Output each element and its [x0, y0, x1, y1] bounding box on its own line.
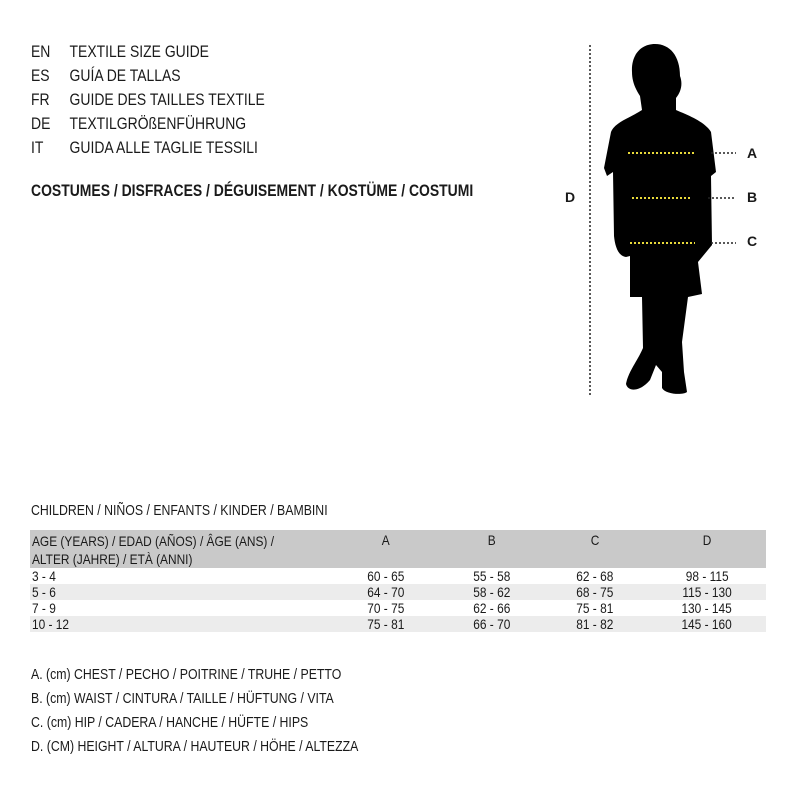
age-header-line2: ALTER (JAHRE) / ETÀ (ANNI) [32, 551, 193, 567]
cell-b: 62 - 66 [473, 600, 511, 616]
age-header: AGE (YEARS) / EDAD (AÑOS) / ÂGE (ANS) / A… [30, 530, 330, 568]
legend-item-height: D. (CM) HEIGHT / ALTURA / HAUTEUR / HÖHE… [31, 738, 359, 755]
language-row-en: EN TEXTILE SIZE GUIDE [31, 40, 265, 64]
header-b: B [442, 530, 542, 568]
header-a: A [330, 530, 442, 568]
legend-item-hip: C. (cm) HIP / CADERA / HANCHE / HÜFTE / … [31, 714, 309, 731]
language-code: FR [31, 90, 50, 109]
cell-c: 68 - 75 [542, 584, 648, 600]
table-row: 5 - 6 64 - 70 58 - 62 68 - 75 115 - 130 [30, 584, 766, 600]
table-header-row: AGE (YEARS) / EDAD (AÑOS) / ÂGE (ANS) / A… [30, 530, 766, 568]
cell-d: 145 - 160 [648, 616, 766, 632]
header-d: D [648, 530, 766, 568]
cell-c: 62 - 68 [576, 568, 614, 584]
label-b: B [747, 189, 758, 205]
section-title: CHILDREN / NIÑOS / ENFANTS / KINDER / BA… [31, 502, 328, 519]
language-code: IT [31, 138, 44, 157]
language-row-fr: FR GUIDE DES TAILLES TEXTILE [31, 88, 265, 112]
cell-c: 81 - 82 [542, 616, 648, 632]
language-code: ES [31, 66, 50, 85]
language-row-de: DE TEXTILGRÖßENFÜHRUNG [31, 112, 265, 136]
language-title: GUIDA ALLE TAGLIE TESSILI [69, 138, 258, 157]
cell-d: 98 - 115 [685, 568, 729, 584]
cell-a: 75 - 81 [330, 616, 442, 632]
header-c: C [542, 530, 648, 568]
language-code: EN [31, 42, 51, 61]
child-measurement-figure [589, 44, 736, 395]
cell-b: 58 - 62 [442, 584, 542, 600]
child-silhouette [604, 44, 716, 394]
measurement-legend: A. (cm) CHEST / PECHO / POITRINE / TRUHE… [31, 663, 358, 759]
language-code: DE [31, 114, 51, 133]
cell-d: 130 - 145 [681, 600, 733, 616]
category-title: COSTUMES / DISFRACES / DÉGUISEMENT / KOS… [31, 181, 474, 200]
cell-a: 70 - 75 [367, 600, 405, 616]
label-a: A [747, 145, 758, 161]
cell-a: 64 - 70 [330, 584, 442, 600]
table-row: 10 - 12 75 - 81 66 - 70 81 - 82 145 - 16… [30, 616, 766, 632]
language-row-it: IT GUIDA ALLE TAGLIE TESSILI [31, 136, 265, 160]
cell-age: 5 - 6 [30, 584, 330, 600]
cell-c: 75 - 81 [576, 600, 614, 616]
cell-age: 3 - 4 [32, 568, 56, 584]
language-title: GUIDE DES TAILLES TEXTILE [69, 90, 265, 109]
cell-d: 115 - 130 [648, 584, 766, 600]
legend-item-chest: A. (cm) CHEST / PECHO / POITRINE / TRUHE… [31, 666, 342, 683]
size-table: AGE (YEARS) / EDAD (AÑOS) / ÂGE (ANS) / A… [30, 530, 766, 632]
table-row: 7 - 9 70 - 75 62 - 66 75 - 81 130 - 145 [30, 600, 766, 616]
cell-b: 55 - 58 [473, 568, 511, 584]
language-title: TEXTILGRÖßENFÜHRUNG [69, 114, 247, 133]
label-d: D [565, 189, 576, 205]
language-row-es: ES GUÍA DE TALLAS [31, 64, 265, 88]
label-c: C [747, 233, 758, 249]
language-titles: EN TEXTILE SIZE GUIDE ES GUÍA DE TALLAS FR… [31, 40, 265, 160]
cell-a: 60 - 65 [367, 568, 405, 584]
language-title: GUÍA DE TALLAS [69, 66, 181, 85]
cell-b: 66 - 70 [442, 616, 542, 632]
cell-age: 10 - 12 [30, 616, 330, 632]
language-title: TEXTILE SIZE GUIDE [69, 42, 209, 61]
cell-age: 7 - 9 [32, 600, 56, 616]
table-row: 3 - 4 60 - 65 55 - 58 62 - 68 98 - 115 [30, 568, 766, 584]
legend-item-waist: B. (cm) WAIST / CINTURA / TAILLE / HÜFTU… [31, 690, 334, 707]
age-header-line1: AGE (YEARS) / EDAD (AÑOS) / ÂGE (ANS) / [32, 533, 275, 549]
